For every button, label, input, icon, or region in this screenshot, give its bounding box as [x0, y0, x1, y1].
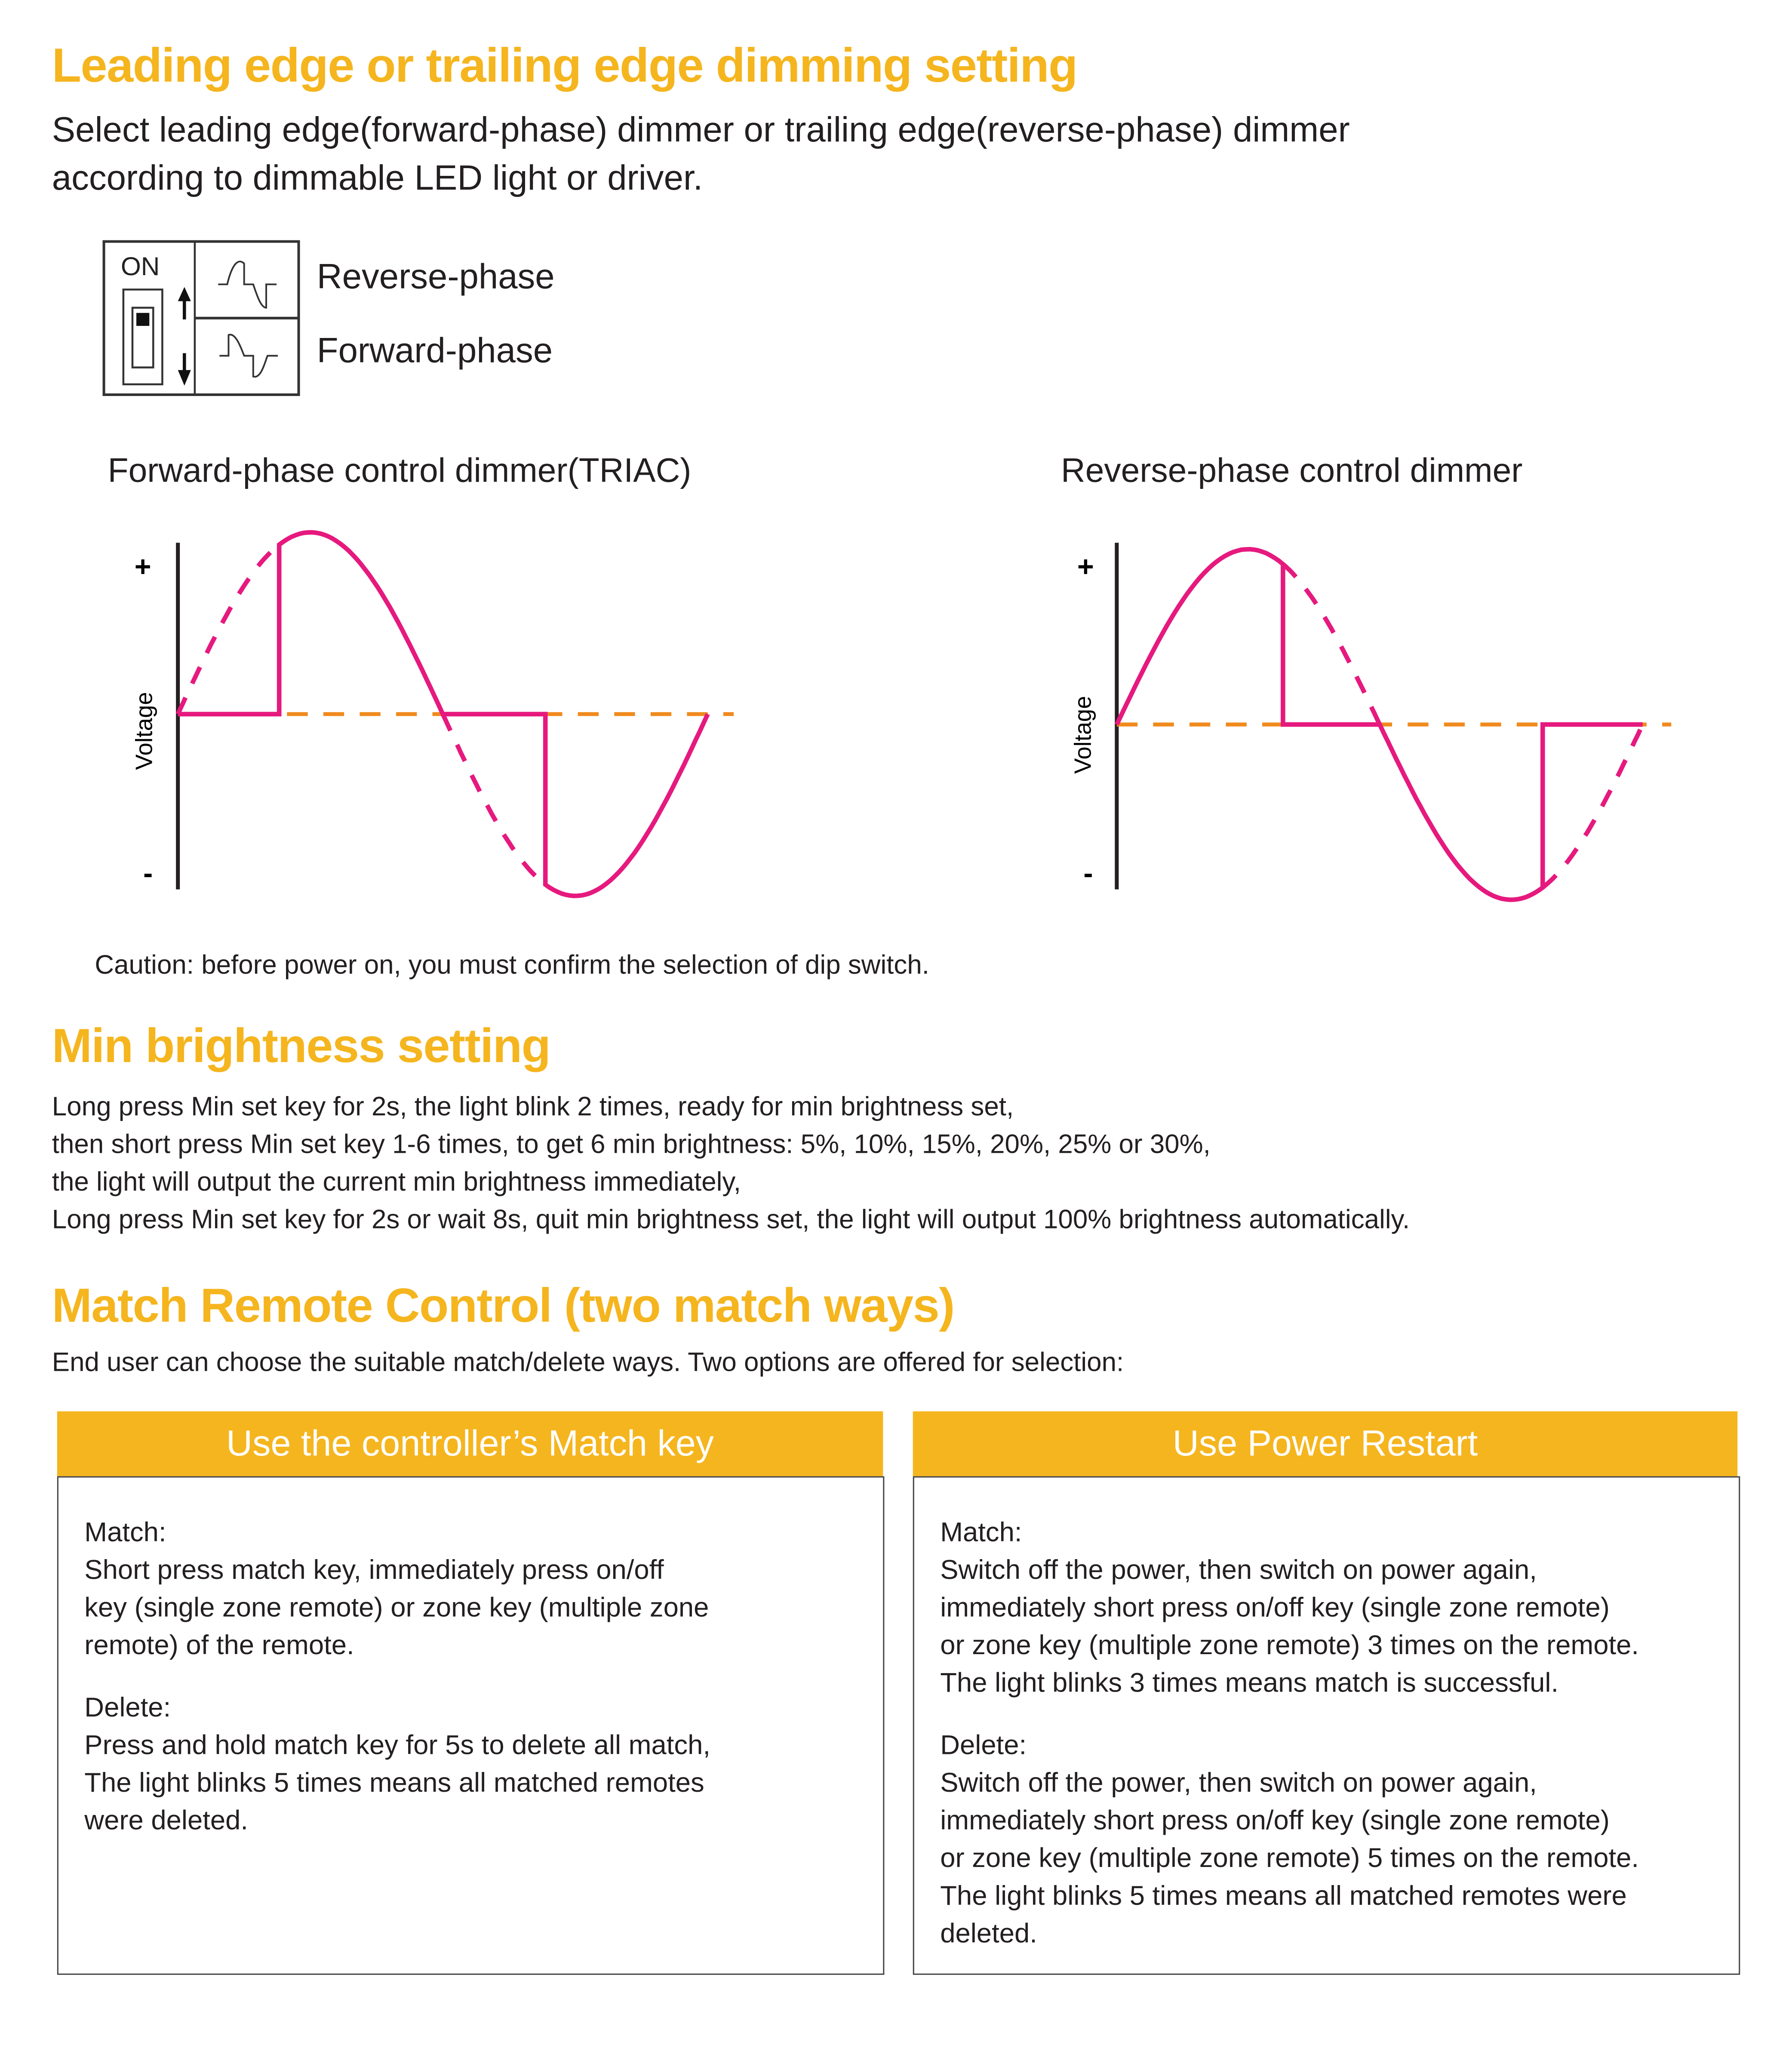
plus-label: + — [1077, 551, 1094, 583]
delete-text: Press and hold match key for 5s to delet… — [84, 1731, 710, 1836]
forward-output-waveform — [178, 530, 710, 898]
min-brightness-line: Long press Min set key for 2s or wait 8s… — [52, 1205, 1410, 1235]
option-panel-power-restart: Match: Switch off the power, then switch … — [913, 1476, 1740, 1975]
min-brightness-line: then short press Min set key 1-6 times, … — [52, 1130, 1211, 1160]
min-brightness-line: the light will output the current min br… — [52, 1167, 741, 1198]
reverse-output-waveform — [1115, 547, 1643, 902]
match-intro: End user can choose the suitable match/d… — [52, 1348, 1124, 1378]
caution-note: Caution: before power on, you must confi… — [95, 950, 930, 980]
option-panel-match-key: Match: Short press match key, immediately… — [57, 1476, 885, 1975]
dip-on-label: ON — [121, 252, 160, 281]
dimming-description-2: according to dimmable LED light or drive… — [52, 158, 703, 197]
option-forward-phase: Forward-phase — [317, 331, 553, 370]
dip-switch-icon: ON — [102, 240, 300, 396]
reverse-phase-wave-icon — [218, 261, 277, 309]
option-header-match-key: Use the controller’s Match key — [57, 1411, 883, 1477]
minus-label: - — [1083, 857, 1093, 889]
dimming-description-1: Select leading edge(forward-phase) dimme… — [52, 110, 1350, 150]
voltage-axis-label: Voltage — [131, 692, 157, 770]
delete-label: Delete: — [84, 1693, 171, 1723]
forward-diagram-title: Forward-phase control dimmer(TRIAC) — [108, 450, 692, 490]
arrow-up-icon — [178, 287, 191, 319]
option-reverse-phase: Reverse-phase — [317, 257, 555, 296]
voltage-axis-label: Voltage — [1070, 696, 1096, 774]
delete-label: Delete: — [940, 1731, 1027, 1761]
forward-phase-diagram: + - Voltage — [131, 530, 734, 898]
match-text: Switch off the power, then switch on pow… — [940, 1555, 1639, 1698]
waveform-diagrams: + - Voltage + - Voltage — [131, 530, 1672, 902]
section-title-min-brightness: Min brightness setting — [52, 1019, 551, 1073]
match-label: Match: — [940, 1517, 1022, 1548]
match-label: Match: — [84, 1517, 166, 1548]
option-header-power-restart: Use Power Restart — [913, 1411, 1738, 1477]
forward-phase-wave-icon — [219, 334, 278, 378]
forward-cut-waveform — [175, 543, 547, 887]
delete-text: Switch off the power, then switch on pow… — [940, 1768, 1639, 1949]
min-brightness-line: Long press Min set key for 2s, the light… — [52, 1092, 1014, 1122]
minus-label: - — [143, 857, 153, 889]
section-title-dimming: Leading edge or trailing edge dimming se… — [52, 39, 1078, 92]
match-text: Short press match key, immediately press… — [84, 1555, 709, 1661]
reverse-phase-diagram: + - Voltage — [1070, 543, 1672, 902]
reverse-diagram-title: Reverse-phase control dimmer — [1061, 450, 1523, 490]
reverse-cut-waveform — [1281, 562, 1645, 890]
min-brightness-text: Long press Min set key for 2s, the light… — [52, 1088, 1410, 1238]
plus-label: + — [135, 551, 151, 583]
section-title-match-remote: Match Remote Control (two match ways) — [52, 1279, 955, 1333]
arrow-down-icon — [178, 353, 191, 386]
